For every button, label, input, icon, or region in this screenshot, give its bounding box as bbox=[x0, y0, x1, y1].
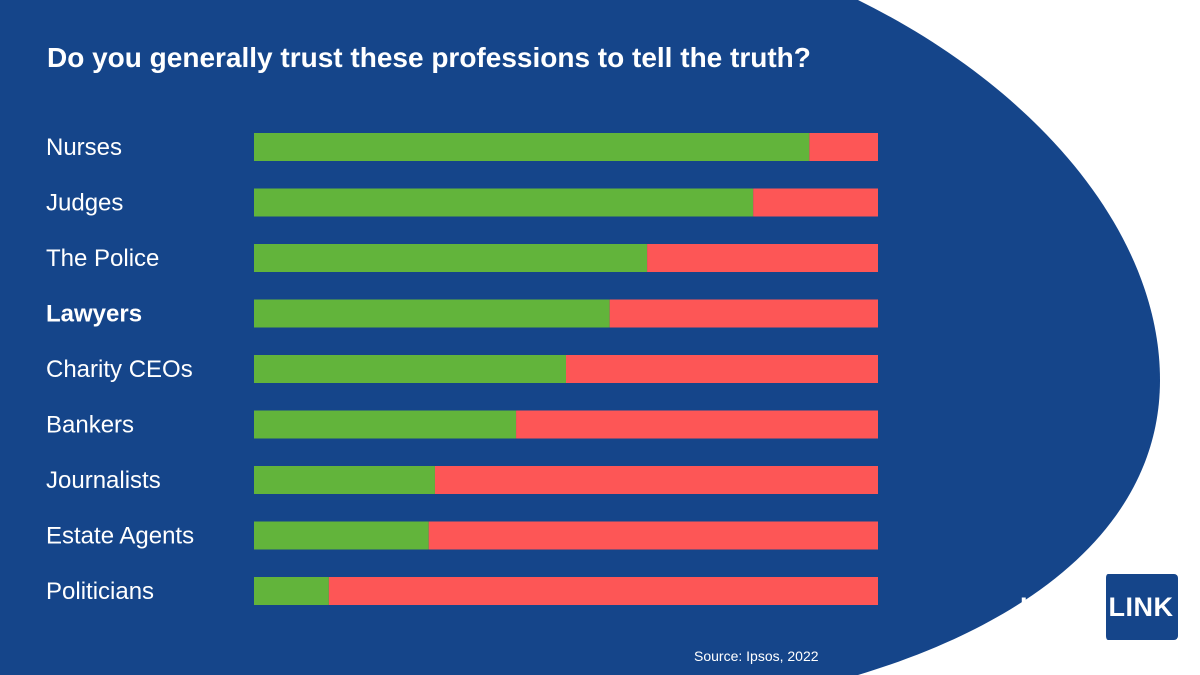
logo-box: LINK bbox=[1103, 574, 1178, 640]
category-label-bankers: Bankers bbox=[46, 412, 134, 439]
category-label-estate-agents: Estate Agents bbox=[46, 523, 194, 550]
bar-trust-nurses bbox=[254, 133, 810, 161]
source-note: Source: Ipsos, 2022 bbox=[694, 648, 819, 664]
bar-trust-the-police bbox=[254, 244, 648, 272]
category-label-charity-ceos: Charity CEOs bbox=[46, 356, 193, 383]
bar-do-not-trust-the-police bbox=[647, 244, 878, 272]
bar-trust-journalists bbox=[254, 466, 435, 494]
bar-trust-lawyers bbox=[254, 299, 610, 328]
background-blue-shape bbox=[0, 0, 1160, 675]
category-label-lawyers: Lawyers bbox=[46, 301, 142, 328]
bar-trust-bankers bbox=[254, 410, 517, 439]
category-label-nurses: Nurses bbox=[46, 134, 122, 161]
bar-trust-estate-agents bbox=[254, 521, 429, 550]
bar-do-not-trust-nurses bbox=[809, 133, 878, 161]
bar-trust-charity-ceos bbox=[254, 355, 566, 383]
bar-trust-politicians bbox=[254, 577, 329, 605]
bar-do-not-trust-journalists bbox=[434, 466, 878, 494]
category-label-politicians: Politicians bbox=[46, 578, 154, 605]
logo-text-inter: INTER bbox=[1020, 592, 1104, 622]
bar-do-not-trust-charity-ceos bbox=[566, 355, 878, 383]
bar-do-not-trust-bankers bbox=[516, 410, 878, 439]
bar-do-not-trust-politicians bbox=[328, 577, 878, 605]
interlink-logo: INTER LINK bbox=[1020, 574, 1178, 640]
bar-do-not-trust-estate-agents bbox=[428, 521, 878, 550]
bar-do-not-trust-judges bbox=[753, 188, 878, 217]
logo-text-link: LINK bbox=[1108, 591, 1174, 622]
bar-do-not-trust-lawyers bbox=[609, 299, 878, 328]
category-label-the-police: The Police bbox=[46, 245, 159, 272]
category-label-judges: Judges bbox=[46, 190, 123, 217]
chart-title: Do you generally trust these professions… bbox=[47, 42, 811, 73]
category-label-journalists: Journalists bbox=[46, 467, 161, 494]
bar-trust-judges bbox=[254, 188, 754, 217]
